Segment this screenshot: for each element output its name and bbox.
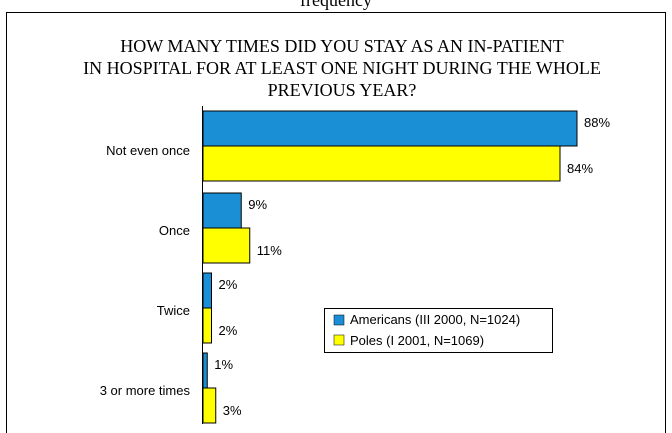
bar-americans-once bbox=[202, 192, 242, 229]
category-label-3-or-more-times: 3 or more times bbox=[100, 383, 191, 398]
legend-label-poles: Poles (I 2001, N=1069) bbox=[350, 333, 484, 348]
title-line-3: PREVIOUS YEAR? bbox=[268, 80, 417, 100]
bar-americans-twice bbox=[202, 272, 212, 309]
data-label-poles-twice: 2% bbox=[219, 323, 238, 338]
data-label-poles-not-even-once: 84% bbox=[567, 161, 593, 176]
bar-poles-not-even-once bbox=[202, 145, 561, 182]
data-label-americans-once: 9% bbox=[248, 197, 267, 212]
category-label-not-even-once: Not even once bbox=[106, 143, 190, 158]
data-label-americans-twice: 2% bbox=[219, 277, 238, 292]
legend-swatch-poles bbox=[333, 334, 345, 346]
bar-americans-3-or-more-times bbox=[202, 352, 208, 389]
data-label-americans-3-or-more-times: 1% bbox=[214, 357, 233, 372]
chart-title: HOW MANY TIMES DID YOU STAY AS AN IN-PAT… bbox=[83, 36, 601, 100]
category-label-twice: Twice bbox=[157, 303, 190, 318]
category-label-once: Once bbox=[159, 223, 190, 238]
legend-label-americans: Americans (III 2000, N=1024) bbox=[350, 312, 520, 327]
category-labels: Not even once Once Twice 3 or more times bbox=[100, 143, 191, 398]
title-line-2: IN HOSPITAL FOR AT LEAST ONE NIGHT DURIN… bbox=[83, 58, 601, 78]
bar-poles-3-or-more-times bbox=[202, 387, 217, 424]
title-line-1: HOW MANY TIMES DID YOU STAY AS AN IN-PAT… bbox=[120, 36, 564, 56]
bars bbox=[202, 110, 578, 424]
data-label-poles-3-or-more-times: 3% bbox=[223, 403, 242, 418]
data-labels: 88% 84% 9% 11% 2% 2% 1% 3% bbox=[214, 115, 610, 418]
data-label-americans-not-even-once: 88% bbox=[584, 115, 610, 130]
data-label-poles-once: 11% bbox=[257, 243, 282, 258]
bar-poles-twice bbox=[202, 307, 212, 344]
legend-swatch-americans bbox=[333, 314, 345, 326]
legend: Americans (III 2000, N=1024) Poles (I 20… bbox=[324, 308, 553, 353]
bar-americans-not-even-once bbox=[202, 110, 578, 147]
legend-box bbox=[324, 308, 553, 353]
bar-poles-once bbox=[202, 227, 251, 264]
top-cropped-text: frequency bbox=[300, 0, 372, 10]
chart-frame bbox=[6, 12, 666, 433]
